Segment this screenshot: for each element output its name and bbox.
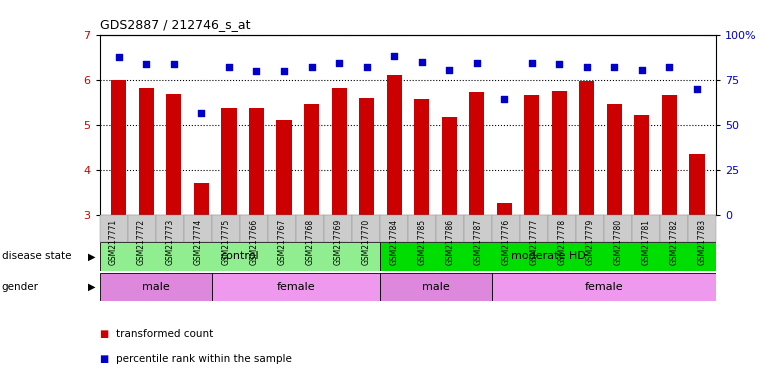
Point (498, 96, 510, 102)
Text: GSM217773: GSM217773 (165, 219, 174, 265)
Text: GSM217777: GSM217777 (529, 219, 538, 265)
Bar (100, 242, 380, 271)
Text: GSM217784: GSM217784 (389, 219, 398, 265)
Bar (380, 242, 716, 271)
Text: female: female (584, 282, 624, 292)
Bar (359, 98, 374, 215)
Text: percentile rank within the sample: percentile rank within the sample (116, 354, 293, 364)
Text: GSM217772: GSM217772 (137, 219, 146, 265)
Bar (100, 273, 211, 301)
Bar (662, 96, 677, 215)
Point (415, 59, 427, 65)
Text: GSM217785: GSM217785 (417, 219, 427, 265)
Text: GSM217780: GSM217780 (614, 219, 623, 265)
Point (223, 65, 235, 71)
Text: GSM217770: GSM217770 (362, 219, 370, 265)
Text: GSM217782: GSM217782 (669, 219, 679, 265)
Bar (579, 81, 594, 215)
Point (553, 61, 565, 67)
Text: GSM217778: GSM217778 (558, 219, 567, 265)
Text: male: male (422, 282, 450, 292)
Bar (469, 92, 484, 215)
Text: GSM217787: GSM217787 (473, 219, 483, 265)
Point (168, 61, 180, 67)
Point (306, 65, 318, 71)
Point (608, 65, 620, 71)
Bar (442, 117, 457, 215)
Text: control: control (221, 251, 259, 262)
Text: male: male (142, 282, 169, 292)
Point (581, 65, 593, 71)
Bar (607, 104, 622, 215)
Text: GSM217771: GSM217771 (109, 219, 118, 265)
Point (663, 65, 676, 71)
Bar (304, 104, 319, 215)
Text: GSM217786: GSM217786 (446, 219, 454, 265)
Text: disease state: disease state (2, 251, 71, 262)
Bar (332, 88, 347, 215)
Bar (634, 115, 650, 215)
Point (250, 68, 263, 74)
Text: GSM217775: GSM217775 (221, 219, 231, 265)
Bar (211, 273, 380, 301)
Point (361, 65, 373, 71)
Bar (387, 75, 401, 215)
Point (278, 68, 290, 74)
Text: GSM217783: GSM217783 (698, 219, 707, 265)
Bar (139, 88, 154, 215)
Point (140, 61, 152, 67)
Bar (414, 99, 429, 215)
Text: gender: gender (2, 282, 38, 292)
Bar (249, 108, 264, 215)
Point (525, 60, 538, 66)
Text: ■: ■ (100, 354, 112, 364)
Bar (492, 273, 716, 301)
Point (443, 67, 455, 73)
Bar (194, 184, 209, 215)
Bar (221, 108, 237, 215)
Text: GSM217767: GSM217767 (277, 219, 286, 265)
Point (333, 60, 345, 66)
Bar (689, 154, 705, 215)
Text: GSM217774: GSM217774 (193, 219, 202, 265)
Bar (496, 203, 512, 215)
Text: GSM217769: GSM217769 (333, 219, 342, 265)
Text: moderate HD: moderate HD (511, 251, 585, 262)
Bar (111, 80, 126, 215)
Text: GSM217766: GSM217766 (249, 219, 258, 265)
Bar (277, 120, 292, 215)
Point (195, 109, 208, 116)
Text: GSM217779: GSM217779 (585, 219, 594, 265)
Text: ■: ■ (100, 329, 112, 339)
Text: ▶: ▶ (88, 282, 96, 292)
Text: female: female (277, 282, 315, 292)
Point (113, 54, 125, 60)
Bar (524, 96, 539, 215)
Bar (552, 91, 567, 215)
Text: GDS2887 / 212746_s_at: GDS2887 / 212746_s_at (100, 18, 250, 31)
Point (691, 86, 703, 92)
Text: GSM217768: GSM217768 (306, 219, 314, 265)
Text: transformed count: transformed count (116, 329, 214, 339)
Text: GSM217781: GSM217781 (642, 219, 650, 265)
Point (388, 53, 401, 59)
Bar (166, 94, 182, 215)
Bar (380, 273, 492, 301)
Point (470, 60, 483, 66)
Point (636, 67, 648, 73)
Text: GSM217776: GSM217776 (502, 219, 510, 265)
Text: ▶: ▶ (88, 251, 96, 262)
